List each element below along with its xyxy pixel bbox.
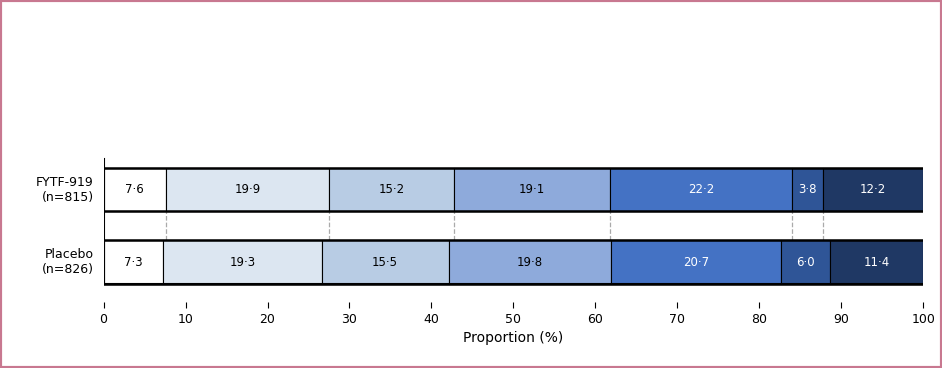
Bar <box>448 240 611 284</box>
Text: 19·1: 19·1 <box>519 183 545 196</box>
Bar <box>610 168 792 212</box>
Text: 7·6: 7·6 <box>125 183 144 196</box>
Bar <box>164 240 321 284</box>
Bar <box>104 168 166 212</box>
Text: 12·2: 12·2 <box>860 183 886 196</box>
Bar <box>830 240 923 284</box>
Text: 15·2: 15·2 <box>379 183 404 196</box>
X-axis label: Proportion (%): Proportion (%) <box>463 332 563 346</box>
Text: 20·7: 20·7 <box>683 255 708 269</box>
Bar <box>329 168 453 212</box>
Text: 15·5: 15·5 <box>372 255 398 269</box>
Text: 19·9: 19·9 <box>235 183 261 196</box>
Bar <box>611 240 781 284</box>
Bar <box>792 168 823 212</box>
Text: 22·2: 22·2 <box>688 183 714 196</box>
Text: 7·3: 7·3 <box>124 255 143 269</box>
Text: 3·8: 3·8 <box>799 183 817 196</box>
Bar <box>104 240 164 284</box>
Bar <box>781 240 830 284</box>
Bar <box>321 240 448 284</box>
Text: 11·4: 11·4 <box>863 255 889 269</box>
Text: 6·0: 6·0 <box>796 255 815 269</box>
Bar <box>823 168 923 212</box>
Bar <box>453 168 610 212</box>
Text: 19·8: 19·8 <box>517 255 543 269</box>
Bar <box>166 168 329 212</box>
Text: 19·3: 19·3 <box>230 255 255 269</box>
